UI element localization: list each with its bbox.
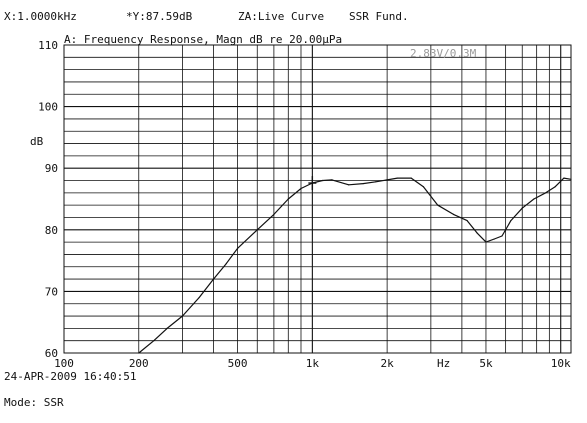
data-point: [348, 184, 350, 186]
data-point: [362, 183, 364, 185]
data-point: [153, 340, 155, 342]
x-tick-label: 10k: [551, 357, 571, 370]
data-point: [533, 198, 535, 200]
data-point: [138, 352, 140, 354]
za-readout: ZA:Live Curve: [238, 10, 325, 23]
y-tick-label: 70: [45, 285, 58, 298]
y-cursor-readout: *Y:87.59dB: [126, 10, 193, 23]
chart-title: A: Frequency Response, Magn dB re 20.00μ…: [64, 33, 342, 46]
data-point: [322, 179, 324, 182]
data-point: [300, 187, 302, 190]
data-point: [510, 219, 512, 222]
response-curve: [138, 177, 572, 354]
y-tick-label: 80: [45, 224, 58, 237]
x-tick-label: 500: [228, 357, 248, 370]
data-point: [452, 213, 455, 215]
y-tick-label: 90: [45, 162, 58, 175]
data-point: [386, 179, 388, 181]
data-point: [396, 177, 399, 179]
data-point: [563, 177, 565, 179]
y-tick-labels: 110 100 90 80 70 60: [38, 39, 58, 360]
timestamp: 24-APR-2009 16:40:51: [4, 370, 137, 383]
data-point: [273, 213, 275, 215]
mode-tag: SSR Fund.: [349, 10, 409, 23]
data-point: [256, 229, 258, 231]
plot-grid: [64, 45, 571, 353]
data-point: [287, 198, 289, 200]
data-point: [331, 179, 333, 181]
y-tick-label: 100: [38, 101, 58, 114]
x-tick-labels: 100 200 500 1k 2k 5k 10k: [54, 357, 571, 370]
x-tick-label: 1k: [306, 357, 320, 370]
cursor-marker: [308, 176, 317, 191]
x-tick-label: 2k: [380, 357, 394, 370]
data-point: [236, 247, 239, 249]
data-point: [225, 263, 227, 265]
data-point: [181, 315, 184, 317]
measurement-annotation: 2.83V/0.3M: [410, 47, 477, 60]
x-cursor-readout: X:1.0000kHz: [4, 10, 77, 23]
data-point: [570, 178, 572, 180]
x-tick-label: 200: [129, 357, 149, 370]
data-point: [212, 278, 215, 280]
series-layer: [138, 177, 572, 354]
data-point: [198, 296, 200, 299]
data-point: [493, 238, 495, 240]
x-tick-label: 5k: [479, 357, 493, 370]
data-point: [466, 219, 468, 222]
mode-label: Mode: SSR: [4, 396, 64, 409]
data-point: [422, 186, 425, 188]
data-point: [166, 327, 168, 329]
x-tick-label: 100: [54, 357, 74, 370]
plot-frame: [63, 44, 572, 354]
data-point: [410, 177, 412, 179]
data-point: [554, 186, 556, 188]
data-point: [521, 207, 523, 209]
data-point: [501, 235, 503, 237]
y-tick-label: 60: [45, 347, 58, 360]
data-point: [375, 181, 377, 183]
x-axis-label: Hz: [437, 357, 450, 370]
y-tick-label: 110: [38, 39, 58, 52]
y-axis-label: dB: [30, 135, 44, 148]
data-point: [476, 232, 478, 234]
data-point: [545, 192, 547, 194]
data-point: [485, 241, 487, 243]
data-point: [437, 204, 439, 206]
